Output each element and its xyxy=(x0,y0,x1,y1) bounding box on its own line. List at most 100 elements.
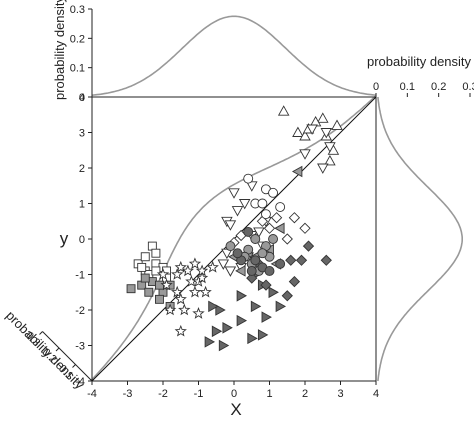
data-point-square xyxy=(144,287,154,297)
right-marginal-tick-label: 0.1 xyxy=(400,81,415,93)
data-point-star xyxy=(181,264,194,277)
data-point-triangle-left xyxy=(291,165,303,178)
data-point-star xyxy=(170,285,184,298)
data-point-diamond xyxy=(281,233,293,245)
data-point-triangle-down xyxy=(253,227,265,238)
data-point-square xyxy=(140,252,150,262)
data-point-diamond xyxy=(263,222,276,234)
x-tick-label: 3 xyxy=(337,388,343,400)
right-marginal-tick-label: 0 xyxy=(373,81,379,93)
data-point-square xyxy=(154,280,164,290)
y-tick-label: -2 xyxy=(75,305,85,317)
data-point-square xyxy=(126,284,136,294)
top-marginal-tick-label: 0.1 xyxy=(70,63,85,75)
data-point-star xyxy=(163,303,177,316)
y-tick-label: -3 xyxy=(75,341,85,353)
data-point-triangle-up xyxy=(292,126,304,137)
data-point-triangle-right xyxy=(247,332,258,345)
data-point-triangle-down xyxy=(317,163,329,174)
data-point-triangle-left xyxy=(235,265,246,277)
data-point-circle xyxy=(232,248,243,259)
data-point-square xyxy=(151,266,161,276)
data-point-square xyxy=(154,294,164,304)
data-point-triangle-right xyxy=(204,336,216,348)
data-point-circle xyxy=(243,226,254,237)
data-point-triangle-right xyxy=(250,300,262,313)
diagonal-marginal-tick-mark xyxy=(39,331,43,335)
data-point-triangle-down xyxy=(224,220,237,231)
data-point-triangle-down xyxy=(306,124,318,135)
y-tick-label: 3 xyxy=(79,128,85,140)
data-point-triangle-down xyxy=(228,188,240,199)
x-tick-label: -4 xyxy=(87,388,97,400)
data-point-circle xyxy=(264,266,275,276)
data-point-triangle-up xyxy=(299,130,311,141)
data-point-star xyxy=(170,268,184,280)
y-tick-label: 1 xyxy=(79,199,85,211)
data-point-triangle-down xyxy=(217,259,230,270)
data-point-triangle-left xyxy=(274,222,285,235)
data-point-triangle-down xyxy=(224,266,237,277)
data-point-diamond xyxy=(302,240,315,252)
data-point-circle xyxy=(268,234,278,244)
data-point-triangle-right xyxy=(257,329,269,341)
y-axis-label: y xyxy=(60,229,69,248)
data-point-circle xyxy=(246,266,257,276)
top-marginal-curve xyxy=(91,15,377,96)
top-marginal-tick-label: 0 xyxy=(79,92,85,104)
data-point-circle xyxy=(250,234,261,244)
data-points-layer xyxy=(126,105,343,352)
right-marginal-label: probability density xyxy=(367,54,472,69)
data-point-circle xyxy=(243,173,254,184)
data-point-star xyxy=(195,271,209,284)
data-point-triangle-right xyxy=(215,304,226,316)
data-point-star xyxy=(192,307,205,319)
data-point-diamond xyxy=(288,212,301,224)
data-point-circle xyxy=(268,187,278,198)
data-point-diamond xyxy=(281,290,293,302)
data-point-star xyxy=(156,268,170,280)
right-marginal-tick-label: 0.3 xyxy=(462,81,474,93)
data-point-circle xyxy=(225,241,236,252)
data-point-triangle-right xyxy=(236,314,248,327)
data-point-circle xyxy=(257,198,268,209)
y-tick-label: -1 xyxy=(75,270,85,282)
x-tick-label: 0 xyxy=(231,388,237,400)
data-point-star xyxy=(199,285,212,298)
data-point-triangle-right xyxy=(261,311,272,323)
data-point-star xyxy=(206,260,219,273)
data-point-diamond xyxy=(285,254,297,266)
diagonal-marginal-tick-mark xyxy=(72,364,76,368)
right-marginal-tick-label: 0.2 xyxy=(431,81,446,93)
data-point-diamond xyxy=(288,275,301,288)
data-point-triangle-down xyxy=(299,149,311,160)
data-point-circle xyxy=(261,209,271,220)
data-point-diamond xyxy=(295,254,308,266)
data-point-triangle-right xyxy=(208,300,219,313)
data-point-triangle-up xyxy=(331,119,343,130)
top-marginal-tick-label: 0.2 xyxy=(70,33,85,45)
data-point-triangle-down xyxy=(238,199,251,210)
x-tick-label: -1 xyxy=(194,388,204,400)
data-point-diamond xyxy=(320,254,332,266)
data-point-circle xyxy=(257,248,268,259)
data-point-star xyxy=(178,303,191,316)
data-point-circle xyxy=(275,202,286,213)
data-point-circle xyxy=(275,258,286,269)
data-point-square xyxy=(140,273,150,283)
x-tick-label: 2 xyxy=(302,388,308,400)
data-point-square xyxy=(151,248,161,258)
data-point-triangle-right xyxy=(268,286,279,299)
data-point-triangle-right xyxy=(218,339,230,352)
data-point-triangle-down xyxy=(320,128,333,139)
data-point-diamond xyxy=(299,222,311,234)
data-point-square xyxy=(137,262,147,272)
data-point-triangle-right xyxy=(236,290,248,302)
data-point-star xyxy=(188,257,202,270)
diagonal-marginal-axis xyxy=(42,331,93,382)
diagonal-marginal-tick-mark xyxy=(55,347,60,352)
y-tick-label: 4 xyxy=(79,92,85,104)
data-point-triangle-up xyxy=(317,112,329,123)
